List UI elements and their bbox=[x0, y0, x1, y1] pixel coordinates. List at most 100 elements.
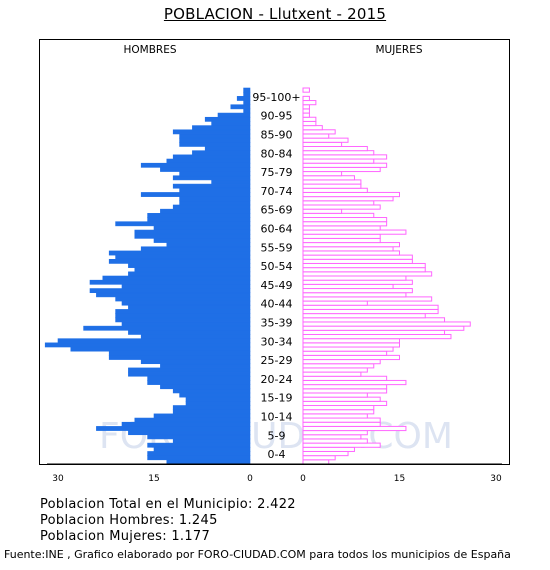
age-label: 40-44 bbox=[261, 298, 293, 311]
women-bar bbox=[302, 262, 426, 269]
men-bar bbox=[172, 388, 251, 394]
age-label: 5-9 bbox=[268, 429, 286, 442]
women-bar bbox=[302, 296, 433, 302]
women-bar bbox=[302, 112, 310, 118]
women-tick-label: 15 bbox=[394, 474, 405, 484]
age-label: 65-69 bbox=[261, 204, 293, 217]
women-bar bbox=[302, 108, 310, 114]
women-bar bbox=[302, 442, 381, 448]
men-bar bbox=[204, 146, 251, 151]
men-bar bbox=[108, 350, 251, 356]
women-tick-label: 0 bbox=[300, 474, 306, 484]
women-bar bbox=[302, 162, 388, 168]
women-bar bbox=[302, 375, 388, 381]
women-bar bbox=[302, 392, 368, 398]
men-bar bbox=[70, 346, 251, 352]
women-bar bbox=[302, 154, 388, 160]
women-bar bbox=[302, 120, 317, 127]
source-note: Fuente:INE , Grafico elaborado por FORO-… bbox=[4, 548, 511, 561]
men-bar bbox=[217, 112, 251, 118]
age-label: 35-39 bbox=[261, 317, 293, 330]
women-bar bbox=[302, 208, 343, 214]
women-bar bbox=[302, 409, 375, 415]
women-bar bbox=[302, 438, 368, 444]
women-bar bbox=[302, 179, 362, 185]
age-label: 55-59 bbox=[261, 241, 293, 254]
men-bar bbox=[147, 455, 251, 461]
men-bar bbox=[115, 221, 251, 227]
women-bar bbox=[302, 363, 375, 369]
women-bar bbox=[302, 133, 330, 139]
men-bar bbox=[153, 225, 251, 231]
women-bar bbox=[302, 388, 388, 394]
women-bar bbox=[302, 425, 407, 432]
women-bar bbox=[302, 450, 349, 457]
men-bar bbox=[128, 430, 251, 436]
men-tick-label: 0 bbox=[247, 474, 253, 484]
men-bar bbox=[153, 413, 251, 419]
age-label: 95-100+ bbox=[252, 91, 300, 104]
women-bar bbox=[302, 158, 375, 164]
men-bar bbox=[236, 96, 251, 101]
women-bar bbox=[302, 400, 388, 407]
women-bar bbox=[302, 271, 433, 277]
women-bar bbox=[302, 459, 330, 465]
men-bar bbox=[147, 451, 251, 456]
men-bar bbox=[160, 384, 251, 390]
men-bar bbox=[140, 334, 251, 339]
men-bar bbox=[108, 250, 251, 256]
women-bar bbox=[302, 421, 381, 427]
men-bar bbox=[192, 125, 251, 131]
women-bar bbox=[302, 333, 452, 340]
women-bar bbox=[302, 313, 426, 319]
men-bar bbox=[172, 438, 251, 444]
women-bar bbox=[302, 104, 310, 110]
age-label: 45-49 bbox=[261, 279, 293, 292]
women-bar bbox=[302, 346, 394, 352]
men-bar bbox=[179, 196, 251, 202]
men-bar bbox=[172, 129, 251, 135]
men-bar bbox=[121, 421, 251, 427]
women-bar bbox=[302, 283, 394, 290]
men-bar bbox=[147, 375, 251, 381]
women-bar bbox=[302, 225, 381, 231]
women-bar bbox=[302, 116, 317, 122]
summary-women: Poblacion Mujeres: 1.177 bbox=[40, 529, 211, 544]
women-bar bbox=[302, 417, 381, 423]
age-label: 20-24 bbox=[261, 373, 293, 386]
summary-total: Poblacion Total en el Municipio: 2.422 bbox=[40, 497, 296, 512]
women-bar bbox=[302, 430, 368, 436]
age-label: 10-14 bbox=[261, 411, 293, 424]
men-bar bbox=[160, 167, 251, 172]
women-bar bbox=[302, 200, 375, 206]
women-bar bbox=[302, 137, 349, 143]
men-bar bbox=[115, 296, 251, 302]
age-label: 85-90 bbox=[261, 129, 293, 142]
women-bar bbox=[302, 221, 388, 227]
women-bar bbox=[302, 204, 381, 210]
women-bar bbox=[302, 237, 381, 244]
men-bar bbox=[160, 363, 251, 369]
women-bar bbox=[302, 304, 439, 310]
men-bar bbox=[128, 371, 251, 377]
age-label: 15-19 bbox=[261, 392, 293, 405]
women-bar bbox=[302, 196, 394, 202]
women-bar bbox=[302, 175, 355, 181]
women-bar bbox=[302, 308, 439, 315]
women-bar bbox=[302, 405, 375, 411]
women-bar bbox=[302, 384, 388, 390]
men-bar bbox=[108, 355, 251, 360]
men-bar bbox=[153, 446, 251, 452]
men-bar bbox=[166, 242, 251, 248]
women-bar bbox=[302, 166, 381, 173]
men-bar bbox=[185, 401, 251, 406]
men-bar bbox=[89, 279, 251, 285]
men-bar bbox=[172, 183, 251, 189]
men-bar bbox=[211, 121, 251, 126]
men-bar bbox=[140, 162, 251, 168]
men-bar bbox=[128, 271, 251, 277]
women-bar bbox=[302, 455, 336, 461]
men-title: HOMBRES bbox=[123, 44, 176, 56]
women-bar bbox=[302, 367, 368, 373]
men-bar bbox=[134, 417, 251, 423]
